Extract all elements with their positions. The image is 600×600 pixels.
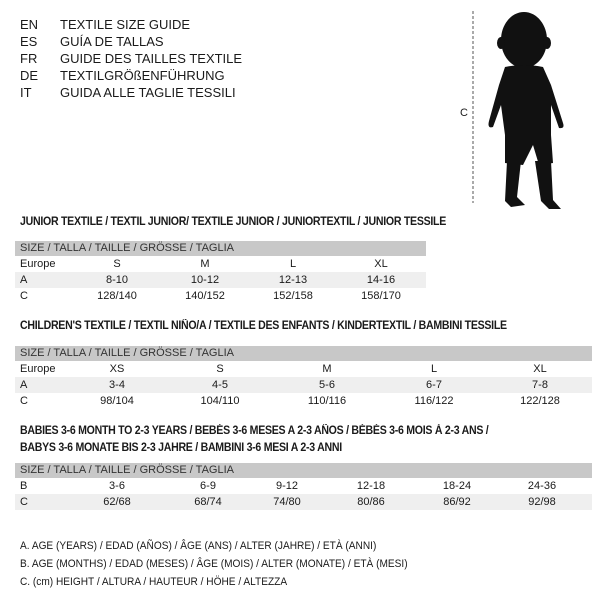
size-header: SIZE / TALLA / TAILLE / GRÖSSE / TAGLIA (15, 346, 592, 361)
lang-fr: FR GUIDE DES TAILLES TEXTILE (20, 50, 242, 67)
cell: S (113, 258, 121, 270)
cell: XL (533, 363, 547, 375)
cell: 86/92 (443, 496, 471, 508)
children-size-table: SIZE / TALLA / TAILLE / GRÖSSE / TAGLIA … (15, 346, 592, 409)
cell: M (322, 363, 332, 375)
cell: XL (374, 258, 388, 270)
lang-text: GUÍA DE TALLAS (60, 34, 164, 49)
table-row: Europe S M L XL (15, 256, 426, 272)
child-silhouette-icon (472, 11, 564, 209)
legend: A. AGE (YEARS) / EDAD (AÑOS) / ÂGE (ANS)… (20, 537, 408, 591)
size-header: SIZE / TALLA / TAILLE / GRÖSSE / TAGLIA (15, 241, 426, 256)
row-label: A (20, 274, 28, 286)
cell: 7-8 (532, 379, 548, 391)
cell: 116/122 (414, 395, 454, 407)
children-title: CHILDREN'S TEXTILE / TEXTIL NIÑO/A / TEX… (20, 320, 507, 332)
cell: 9-12 (275, 480, 299, 492)
table-row: Europe XS S M L XL (15, 361, 592, 377)
cell: M (200, 258, 210, 270)
cell: L (430, 363, 438, 375)
cell: 92/98 (528, 496, 556, 508)
babies-size-table: SIZE / TALLA / TAILLE / GRÖSSE / TAGLIA … (15, 463, 592, 510)
lang-it: IT GUIDA ALLE TAGLIE TESSILI (20, 84, 236, 101)
junior-size-table: SIZE / TALLA / TAILLE / GRÖSSE / TAGLIA … (15, 241, 426, 304)
height-label: C (460, 107, 468, 119)
cell: 110/116 (307, 395, 347, 407)
cell: 10-12 (190, 274, 220, 286)
cell: 158/170 (361, 290, 401, 302)
table-row: C 98/104 104/110 110/116 116/122 122/128 (15, 393, 592, 409)
babies-title-line1: BABIES 3-6 MONTH TO 2-3 YEARS / BEBÉS 3-… (20, 425, 489, 437)
child-figure: C (455, 5, 575, 215)
row-label: B (20, 480, 28, 492)
lang-code: EN (20, 17, 39, 32)
cell: 14-16 (366, 274, 396, 286)
table-row: A 8-10 10-12 12-13 14-16 (15, 272, 426, 288)
cell: 140/152 (185, 290, 225, 302)
legend-item-a: A. AGE (YEARS) / EDAD (AÑOS) / ÂGE (ANS)… (20, 540, 377, 552)
lang-de: DE TEXTILGRÖßENFÜHRUNG (20, 67, 225, 84)
cell: L (289, 258, 297, 270)
lang-en: EN TEXTILE SIZE GUIDE (20, 16, 190, 33)
cell: 74/80 (273, 496, 301, 508)
lang-code: ES (20, 34, 38, 49)
table-row: A 3-4 4-5 5-6 6-7 7-8 (15, 377, 592, 393)
legend-item-c: C. (cm) HEIGHT / ALTURA / HAUTEUR / HÖHE… (20, 576, 288, 588)
legend-item-b: B. AGE (MONTHS) / EDAD (MESES) / ÂGE (MO… (20, 558, 408, 570)
row-label: Europe (20, 258, 56, 270)
cell: 68/74 (194, 496, 222, 508)
junior-title: JUNIOR TEXTILE / TEXTIL JUNIOR/ TEXTILE … (20, 216, 447, 228)
row-label: C (20, 496, 28, 508)
lang-text: TEXTILGRÖßENFÜHRUNG (60, 68, 225, 83)
cell: S (216, 363, 224, 375)
cell: 12-13 (278, 274, 308, 286)
cell: 8-10 (105, 274, 129, 286)
lang-code: FR (20, 51, 38, 66)
cell: 6-9 (200, 480, 216, 492)
cell: 24-36 (527, 480, 557, 492)
lang-code: IT (20, 85, 32, 100)
cell: 12-18 (356, 480, 386, 492)
table-row: B 3-6 6-9 9-12 12-18 18-24 24-36 (15, 478, 592, 494)
cell: 3-6 (109, 480, 125, 492)
cell: 5-6 (319, 379, 335, 391)
lang-code: DE (20, 68, 39, 83)
row-label: C (20, 290, 28, 302)
cell: 18-24 (442, 480, 472, 492)
table-row: C 128/140 140/152 152/158 158/170 (15, 288, 426, 304)
cell: 152/158 (273, 290, 313, 302)
babies-title-line2: BABYS 3-6 MONATE BIS 2-3 JAHRE / BAMBINI… (20, 442, 342, 454)
cell: 4-5 (212, 379, 228, 391)
cell: 3-4 (109, 379, 125, 391)
row-label: Europe (20, 363, 56, 375)
row-label: A (20, 379, 28, 391)
cell: 98/104 (100, 395, 134, 407)
cell: 128/140 (97, 290, 137, 302)
size-header: SIZE / TALLA / TAILLE / GRÖSSE / TAGLIA (15, 463, 592, 478)
table-row: C 62/68 68/74 74/80 80/86 86/92 92/98 (15, 494, 592, 510)
cell: 104/110 (200, 395, 240, 407)
cell: XS (109, 363, 125, 375)
cell: 80/86 (357, 496, 385, 508)
lang-text: GUIDE DES TAILLES TEXTILE (60, 51, 243, 66)
lang-text: GUIDA ALLE TAGLIE TESSILI (60, 85, 236, 100)
cell: 62/68 (103, 496, 131, 508)
row-label: C (20, 395, 28, 407)
cell: 6-7 (426, 379, 442, 391)
lang-es: ES GUÍA DE TALLAS (20, 33, 164, 50)
lang-text: TEXTILE SIZE GUIDE (60, 17, 191, 32)
cell: 122/128 (520, 395, 560, 407)
